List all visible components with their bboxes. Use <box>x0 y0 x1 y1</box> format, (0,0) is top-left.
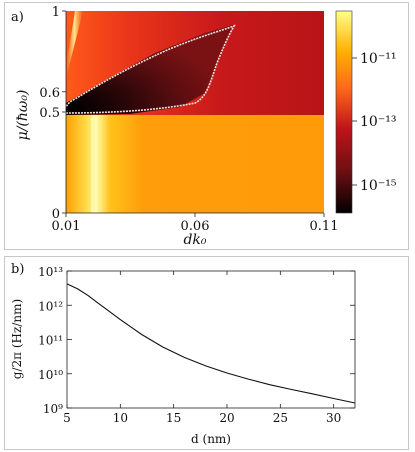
y-tick-label: 0.5 <box>39 106 60 121</box>
heatmap-y-ticks: 0 0.5 0.6 1 <box>39 5 66 222</box>
heatmap-lower-region <box>66 115 324 213</box>
x-tick-label: 15 <box>166 411 181 425</box>
x-tick-label: 5 <box>63 411 71 425</box>
x-tick-label: 10 <box>113 411 128 425</box>
line-chart-x-ticks: 5 10 15 20 25 30 <box>63 271 341 425</box>
y-tick-label: 10¹³ <box>38 265 63 279</box>
line-chart-y-axis-label: g/2π (Hz/nm) <box>10 299 24 379</box>
y-tick-label: 10¹² <box>38 299 63 313</box>
x-tick-label: 0.06 <box>181 219 210 234</box>
y-tick-label: 0 <box>52 207 60 222</box>
colorbar-gradient <box>335 10 353 214</box>
line-chart-y-ticks: 10⁹ 10¹⁰ 10¹¹ 10¹² 10¹³ <box>38 265 355 416</box>
line-chart-frame <box>66 270 356 409</box>
colorbar-tick-label: 10⁻¹³ <box>360 114 396 130</box>
colorbar: 10⁻¹¹ 10⁻¹³ 10⁻¹⁵ <box>335 10 397 214</box>
heatmap-y-axis-label: μ/(ħω₀) <box>15 90 31 141</box>
panel-b-label: b) <box>11 262 24 277</box>
y-tick-label: 10¹¹ <box>38 334 63 348</box>
x-tick-label: 30 <box>326 411 341 425</box>
line-chart-x-axis-label: d (nm) <box>191 432 231 446</box>
panel-b: b) 5 10 15 20 25 30 10⁹ 10¹⁰ 10¹¹ 10¹² 10¹³ d (nm… <box>4 256 409 450</box>
heatmap-contour <box>65 24 236 114</box>
panel-a-label: a) <box>11 10 24 25</box>
y-tick-label: 10⁹ <box>43 402 63 416</box>
x-tick-label: 20 <box>219 411 234 425</box>
x-tick-label: 0.01 <box>52 219 81 234</box>
heatmap-dark-region <box>66 25 233 115</box>
y-tick-label: 0.6 <box>39 86 60 101</box>
colorbar-tick-label: 10⁻¹⁵ <box>360 178 397 194</box>
colorbar-tick-label: 10⁻¹¹ <box>360 51 396 67</box>
heatmap-lower-ridge <box>91 115 97 213</box>
y-tick-label: 1 <box>52 5 60 20</box>
x-tick-label: 25 <box>273 411 288 425</box>
coupling-curve <box>66 283 356 404</box>
line-chart-figure: b) 5 10 15 20 25 30 10⁹ 10¹⁰ 10¹¹ 10¹² 10¹³ d (nm… <box>10 262 356 446</box>
panel-a: a) 0.01 0.06 0.11 0 0.5 0.6 1 dk₀ μ/(ħω₀) 10⁻… <box>4 2 409 250</box>
y-tick-label: 10¹⁰ <box>38 368 63 382</box>
heatmap-upper-ridge <box>66 11 83 78</box>
x-tick-label: 0.11 <box>310 219 339 234</box>
heatmap-figure: a) 0.01 0.06 0.11 0 0.5 0.6 1 dk₀ μ/(ħω₀) 10⁻… <box>11 5 397 248</box>
heatmap-x-ticks: 0.01 0.06 0.11 <box>52 213 339 234</box>
heatmap-plot-area <box>65 11 324 213</box>
heatmap-x-axis-label: dk₀ <box>183 232 206 248</box>
